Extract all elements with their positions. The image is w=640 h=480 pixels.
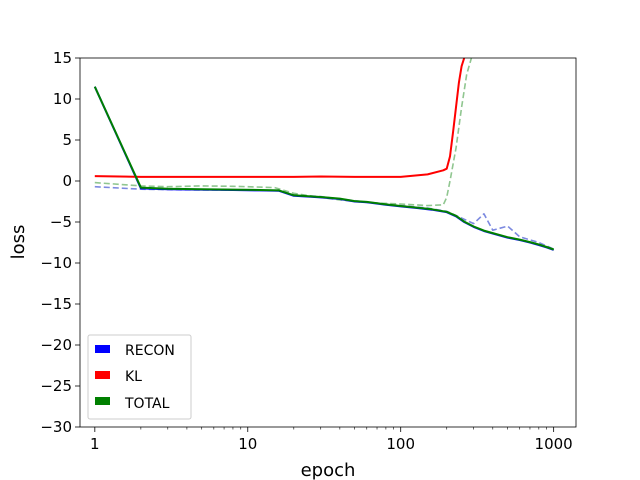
x-tick-label: 100 (386, 435, 415, 453)
y-tick-label: −30 (40, 418, 72, 436)
y-tick-label: 0 (62, 172, 72, 190)
y-tick-label: −10 (40, 254, 72, 272)
legend: RECON KL TOTAL (87, 334, 192, 420)
legend-frame (87, 334, 192, 420)
x-tick-label: 10 (238, 435, 257, 453)
legend-label-total: TOTAL (124, 396, 170, 412)
x-tick-label: 1 (90, 435, 100, 453)
legend-label-recon: RECON (125, 343, 175, 359)
legend-swatch-recon (95, 345, 110, 353)
plot-frame (79, 57, 577, 428)
y-tick-label: 15 (53, 49, 72, 67)
y-tick-label: 5 (62, 131, 72, 149)
x-axis-ticks: 1 10 100 1000 (90, 427, 573, 453)
y-tick-label: −20 (40, 336, 72, 354)
y-axis-label: loss (8, 225, 29, 260)
series-layer (93, 58, 555, 251)
y-tick-label: −5 (50, 213, 72, 231)
y-tick-label: −25 (40, 377, 72, 395)
y-tick-label: −15 (40, 295, 72, 313)
y-axis-ticks: 15 10 5 0 −5 −10 −15 −20 −25 −30 (40, 49, 80, 436)
legend-label-kl: KL (125, 369, 142, 385)
legend-swatch-total (95, 397, 110, 405)
legend-swatch-kl (95, 371, 110, 379)
y-tick-label: 10 (53, 90, 72, 108)
series-line-kl (94, 58, 466, 178)
x-tick-label: 1000 (535, 435, 573, 453)
x-axis-label: epoch (301, 460, 356, 480)
series-line-total (93, 86, 555, 251)
